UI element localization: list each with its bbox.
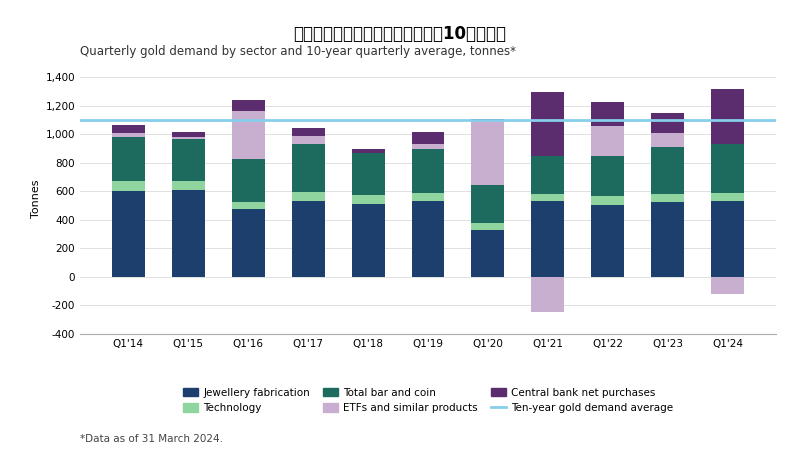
Bar	[471, 121, 505, 185]
Bar	[351, 204, 385, 277]
Bar	[531, 92, 565, 156]
Bar	[651, 147, 684, 194]
Bar	[172, 181, 205, 190]
Bar	[591, 156, 625, 196]
Bar	[351, 153, 385, 195]
Text: Quarterly gold demand by sector and 10-year quarterly average, tonnes*: Quarterly gold demand by sector and 10-y…	[80, 45, 516, 58]
Bar	[172, 137, 205, 138]
Y-axis label: Tonnes: Tonnes	[31, 179, 42, 218]
Bar	[291, 128, 325, 137]
Bar	[231, 159, 265, 202]
Bar	[411, 201, 445, 277]
Bar	[291, 192, 325, 201]
Bar	[531, 194, 565, 201]
Bar	[291, 143, 325, 192]
FancyBboxPatch shape	[4, 9, 796, 59]
Bar	[231, 209, 265, 277]
Bar	[651, 113, 684, 133]
Bar	[351, 195, 385, 204]
Bar	[231, 100, 265, 111]
Bar	[291, 201, 325, 277]
Bar	[112, 137, 145, 181]
Bar	[711, 144, 744, 193]
Bar	[471, 223, 505, 230]
Bar	[651, 194, 684, 202]
Bar	[471, 120, 505, 121]
Bar	[112, 133, 145, 137]
Bar	[711, 201, 744, 277]
Legend: Jewellery fabrication, Technology, Total bar and coin, ETFs and similar products: Jewellery fabrication, Technology, Total…	[182, 388, 674, 413]
Bar	[591, 196, 625, 205]
Bar	[291, 137, 325, 143]
Bar	[531, 201, 565, 277]
Text: *Data as of 31 March 2024.: *Data as of 31 March 2024.	[80, 434, 223, 444]
Bar	[591, 102, 625, 126]
Bar	[351, 149, 385, 153]
Bar	[531, 277, 565, 313]
Bar	[471, 230, 505, 277]
Bar	[411, 149, 445, 193]
Bar	[591, 126, 625, 156]
Bar	[531, 156, 565, 194]
Bar	[411, 143, 445, 149]
Bar	[711, 89, 744, 144]
Bar	[172, 132, 205, 137]
Text: 金需要動向（トン、水色線は過去10年平均）: 金需要動向（トン、水色線は過去10年平均）	[294, 25, 506, 43]
Bar	[411, 193, 445, 201]
Bar	[231, 111, 265, 159]
Bar	[411, 132, 445, 143]
Bar	[711, 277, 744, 294]
Bar	[112, 191, 145, 277]
Bar	[591, 205, 625, 277]
Bar	[651, 202, 684, 277]
Bar	[711, 193, 744, 201]
Bar	[471, 185, 505, 223]
Bar	[112, 181, 145, 191]
Bar	[651, 133, 684, 147]
Bar	[172, 190, 205, 277]
Bar	[172, 138, 205, 181]
Bar	[112, 125, 145, 133]
Bar	[231, 202, 265, 209]
